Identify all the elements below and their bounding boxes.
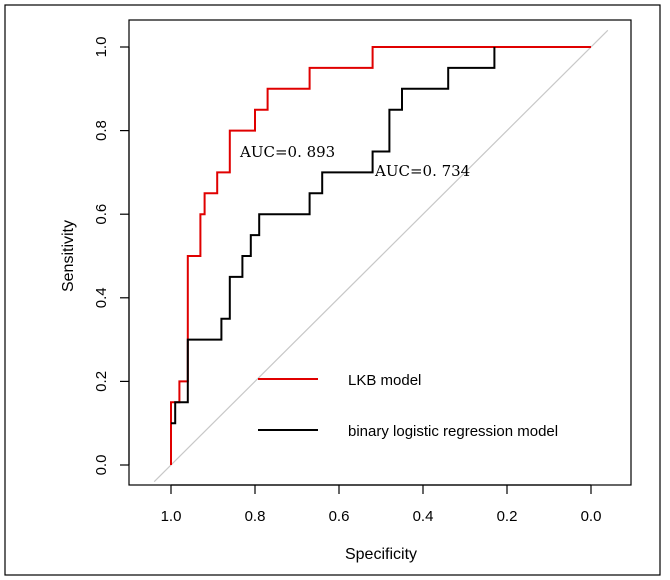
series-line-lkb xyxy=(170,46,591,465)
y-tick-label: 0.2 xyxy=(93,371,110,392)
x-tick-label: 0.2 xyxy=(497,508,518,525)
series-layer xyxy=(170,46,591,465)
y-tick-label: 0.8 xyxy=(93,120,110,141)
legend: LKB model binary logistic regression mod… xyxy=(258,372,558,440)
figure-border xyxy=(4,4,661,576)
x-tick-label: 0.6 xyxy=(329,508,350,525)
x-axis: 1.0 0.8 0.6 0.4 0.2 0.0 xyxy=(161,484,602,525)
y-tick-label: 0.6 xyxy=(93,204,110,225)
x-tick-label: 0.4 xyxy=(413,508,434,525)
y-tick-label: 0.4 xyxy=(93,287,110,308)
series-line-logistic xyxy=(171,47,496,425)
auc-label-lkb: AUC=0. 893 xyxy=(239,143,335,161)
y-tick-label: 1.0 xyxy=(93,37,110,58)
y-axis: 0.0 0.2 0.4 0.6 0.8 1.0 xyxy=(93,37,130,476)
x-tick-label: 0.0 xyxy=(581,508,602,525)
legend-label-lkb: LKB model xyxy=(348,372,421,389)
x-tick-label: 0.8 xyxy=(245,508,266,525)
x-axis-title: Specificity xyxy=(345,546,417,563)
y-tick-label: 0.0 xyxy=(93,455,110,476)
x-tick-label: 1.0 xyxy=(161,508,182,525)
reference-diagonal xyxy=(153,29,609,483)
auc-label-logistic: AUC=0. 734 xyxy=(374,162,470,180)
legend-label-logistic: binary logistic regression model xyxy=(348,423,558,440)
y-axis-title: Sensitivity xyxy=(60,220,77,292)
